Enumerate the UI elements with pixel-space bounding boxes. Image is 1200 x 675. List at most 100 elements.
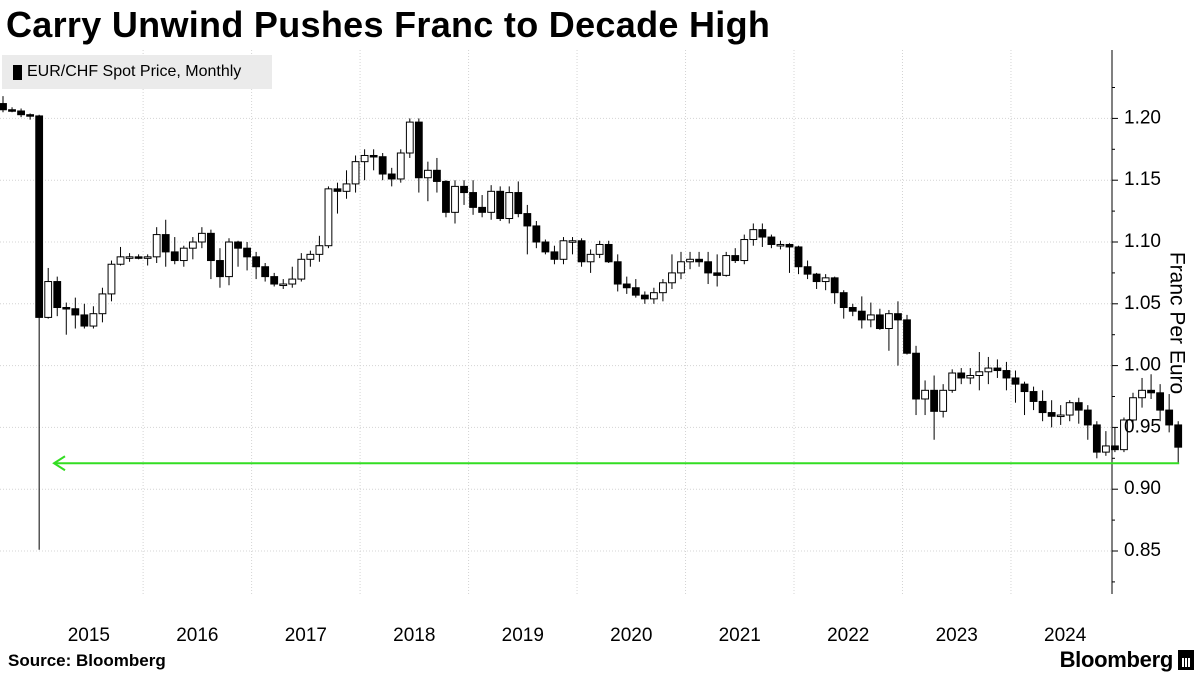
- candle-up: [1065, 402, 1074, 416]
- candle-down: [550, 251, 559, 260]
- candle-down: [803, 266, 812, 275]
- candle-down: [532, 225, 541, 243]
- candle-down: [1002, 370, 1011, 379]
- candle-up: [1138, 389, 1146, 399]
- grid-lines: [0, 50, 1112, 594]
- y-axis-title: Franc Per Euro: [1165, 252, 1188, 394]
- candle-up: [423, 169, 432, 179]
- candle-up: [568, 240, 577, 243]
- candle-down: [496, 190, 505, 220]
- candle-up: [360, 154, 369, 163]
- candle-down: [378, 156, 387, 175]
- candle-down: [460, 185, 468, 194]
- candle-up: [749, 229, 758, 241]
- y-tick-label: 1.20: [1124, 107, 1161, 128]
- candle-down: [903, 319, 911, 354]
- candle-up: [315, 245, 324, 255]
- candle-up: [107, 263, 116, 295]
- candle-up: [686, 258, 694, 263]
- candle-down: [812, 273, 821, 283]
- x-tick-label: 2021: [719, 625, 761, 646]
- x-tick-label: 2020: [610, 625, 652, 646]
- candle-down: [830, 277, 839, 294]
- candle-down: [839, 292, 848, 309]
- chart-legend: EUR/CHF Spot Price, Monthly: [2, 55, 272, 89]
- candle-down: [1047, 412, 1056, 417]
- candle-down: [1083, 409, 1092, 426]
- candle-up: [125, 256, 134, 259]
- candle-down: [758, 229, 767, 238]
- candle-down: [1111, 445, 1119, 451]
- candle-down: [523, 213, 532, 227]
- x-axis-labels: 2015 2016 2017 2018 2019 2020 2021 2022 2023 2024: [68, 625, 1087, 646]
- candle-up: [487, 190, 496, 213]
- candle-down: [161, 234, 170, 253]
- candle-down: [785, 243, 794, 248]
- candle-down: [170, 251, 179, 262]
- candle-up: [866, 314, 875, 321]
- candle-up: [98, 293, 107, 315]
- legend-label: EUR/CHF Spot Price, Monthly: [27, 63, 242, 80]
- candles: [0, 96, 1183, 550]
- candle-down: [469, 192, 477, 208]
- x-tick-label: 2023: [936, 625, 978, 646]
- x-tick-label: 2024: [1044, 625, 1087, 646]
- candle-up: [984, 367, 993, 373]
- brand-name: Bloomberg: [1059, 647, 1174, 672]
- x-tick-label: 2022: [827, 625, 869, 646]
- candle-up: [179, 247, 188, 262]
- candle-down: [17, 110, 25, 116]
- candle-down: [26, 114, 35, 117]
- y-tick-label: 1.00: [1124, 355, 1161, 376]
- y-tick-label: 0.95: [1124, 416, 1161, 437]
- candle-up: [351, 161, 360, 185]
- candle-down: [1092, 424, 1101, 453]
- brand-logo: Bloomberg: [1060, 647, 1194, 673]
- candle-down: [207, 232, 215, 262]
- candle-down: [53, 281, 62, 309]
- candle-down: [243, 247, 251, 258]
- x-tick-label: 2019: [502, 625, 544, 646]
- candle-down: [1156, 392, 1165, 411]
- candle-down: [848, 307, 857, 312]
- candle-down: [731, 255, 740, 262]
- candle-down: [622, 283, 631, 289]
- candle-down: [1020, 383, 1029, 393]
- candle-up: [152, 234, 161, 258]
- candle-down: [1038, 400, 1047, 414]
- candle-up: [197, 232, 206, 243]
- candle-down: [631, 287, 640, 296]
- bloomberg-logo-icon: [1178, 650, 1194, 670]
- candle-down: [216, 260, 224, 278]
- candle-down: [640, 294, 649, 300]
- candle-down: [62, 307, 71, 310]
- candle-up: [1101, 445, 1110, 453]
- candle-down: [957, 372, 966, 379]
- y-tick-label: 0.85: [1124, 540, 1161, 561]
- candle-down: [71, 308, 80, 316]
- candle-up: [677, 261, 685, 274]
- y-tick-label: 1.15: [1124, 169, 1161, 190]
- annotation-arrow-head: [52, 455, 66, 472]
- candle-down: [261, 266, 270, 278]
- candle-down: [1174, 424, 1183, 448]
- source-note: Source: Bloomberg: [8, 651, 166, 670]
- candle-up: [1120, 419, 1128, 451]
- candle-up: [975, 371, 984, 376]
- candle-down: [1147, 389, 1155, 394]
- candle-down: [414, 121, 423, 179]
- candle-down: [270, 276, 279, 285]
- candle-up: [306, 253, 315, 260]
- candle-down: [1074, 402, 1083, 411]
- candle-down: [333, 188, 342, 192]
- x-tick-label: 2015: [68, 625, 110, 646]
- candle-up: [396, 152, 405, 180]
- candle-down: [613, 261, 622, 285]
- x-tick-label: 2018: [393, 625, 435, 646]
- candle-up: [279, 283, 288, 287]
- candle-up: [921, 389, 929, 400]
- candle-down: [80, 314, 89, 327]
- candle-up: [405, 121, 414, 154]
- candle-down: [767, 236, 776, 245]
- candle-down: [930, 389, 939, 412]
